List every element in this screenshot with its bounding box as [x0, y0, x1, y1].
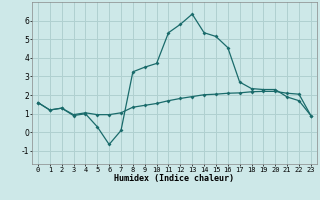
X-axis label: Humidex (Indice chaleur): Humidex (Indice chaleur)	[115, 174, 234, 183]
